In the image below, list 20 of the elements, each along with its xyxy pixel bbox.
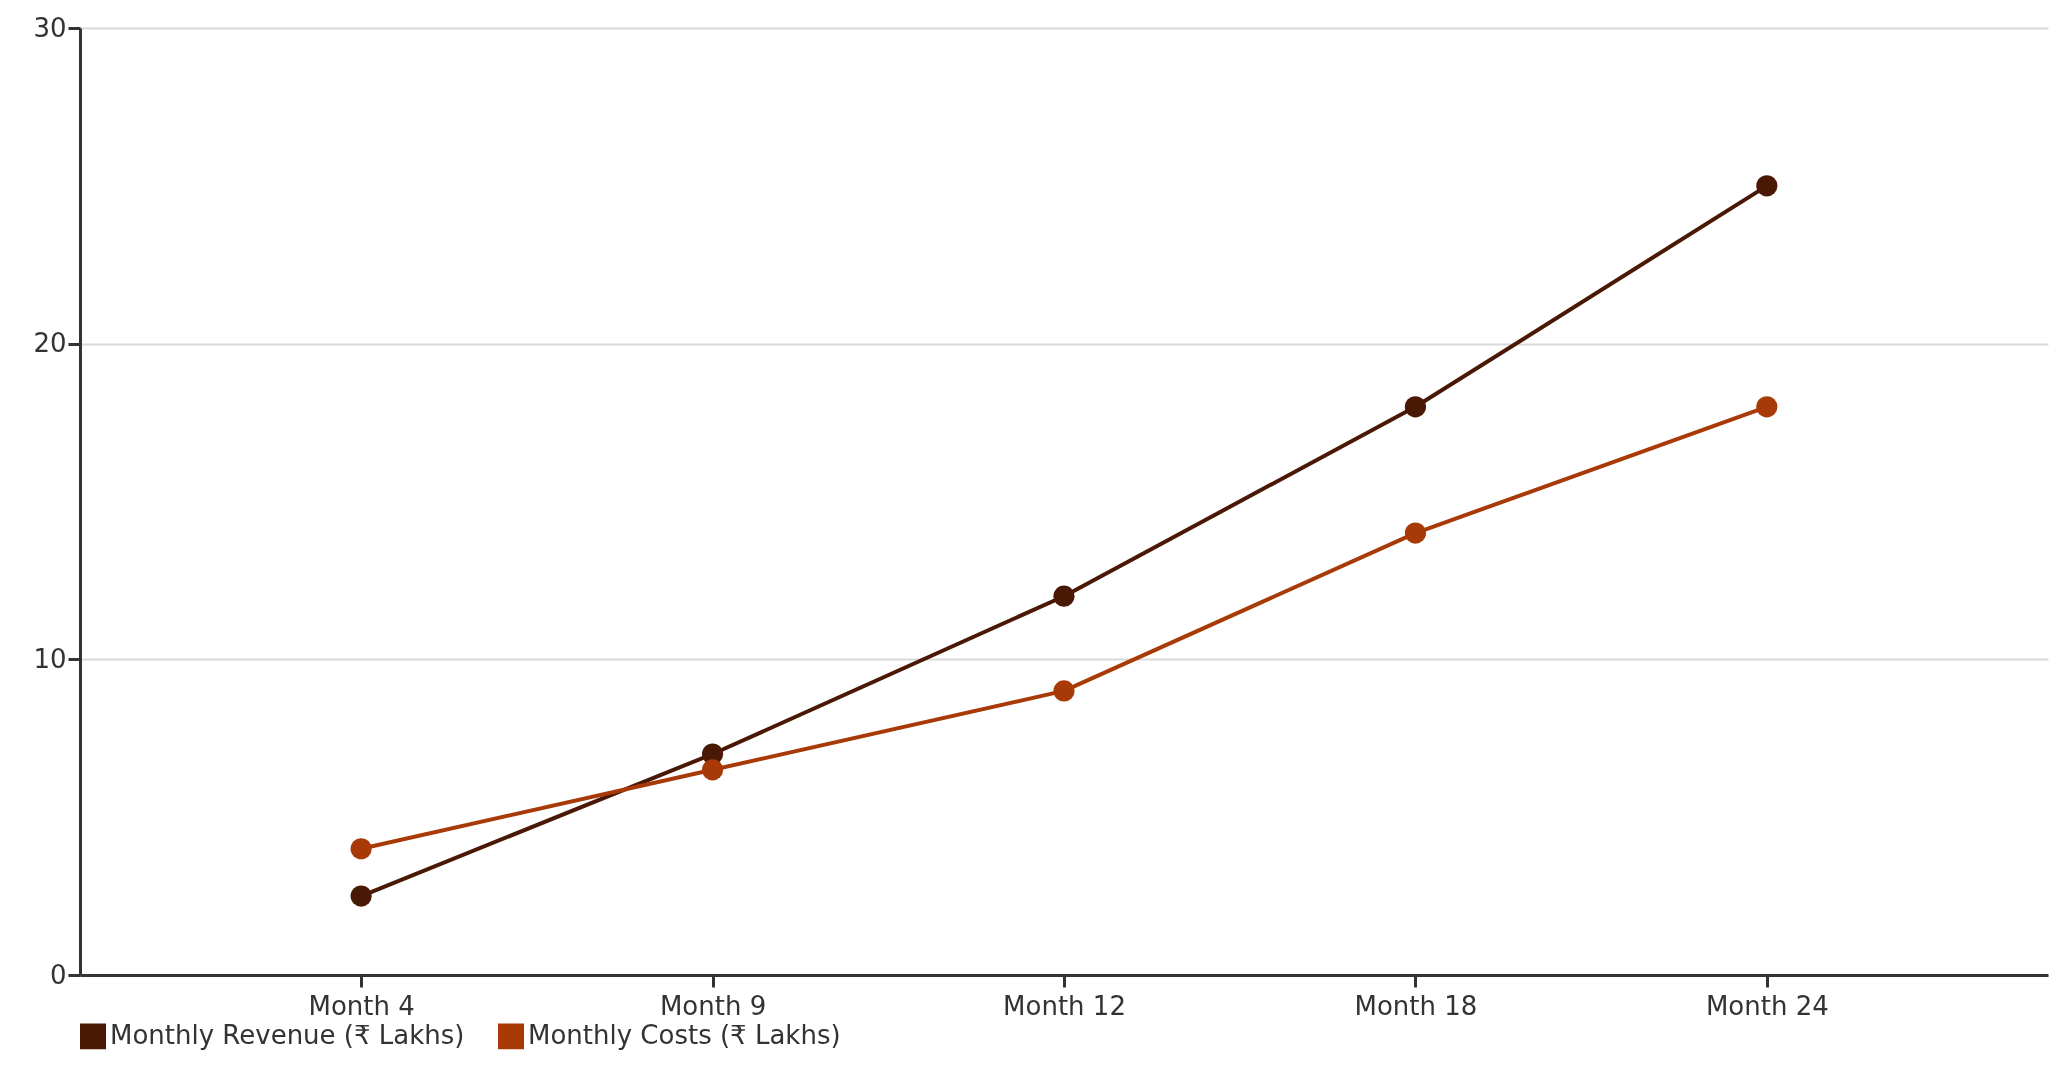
x-tick-label: Month 24 — [1705, 990, 1829, 1021]
point — [1404, 396, 1427, 418]
point — [1404, 522, 1427, 544]
point — [1053, 680, 1075, 702]
y-tick-label: 20 — [33, 328, 67, 359]
y-tick-label: 10 — [33, 643, 67, 674]
point — [1756, 175, 1778, 197]
legend-label: Monthly Revenue (₹ Lakhs) — [110, 1020, 465, 1051]
y-tick-label: 0 — [49, 959, 67, 990]
legend-label: Monthly Costs (₹ Lakhs) — [528, 1020, 841, 1051]
x-tick-label: Month 18 — [1354, 990, 1478, 1021]
point — [701, 759, 724, 781]
point — [1053, 585, 1075, 607]
x-tick-label: Month 9 — [659, 990, 767, 1021]
y-tick-label: 30 — [33, 12, 67, 43]
point — [350, 885, 372, 907]
point — [350, 838, 372, 860]
point — [1756, 396, 1778, 418]
x-tick-label: Month 12 — [1003, 990, 1126, 1021]
x-tick-label: Month 4 — [308, 990, 415, 1021]
